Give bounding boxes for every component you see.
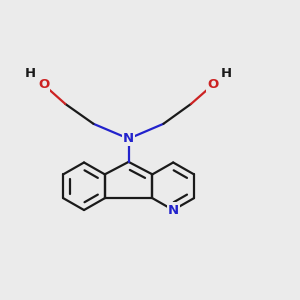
Text: O: O <box>207 78 219 91</box>
Text: N: N <box>168 203 179 217</box>
Text: N: N <box>123 132 134 145</box>
Text: H: H <box>25 67 36 80</box>
Text: H: H <box>221 67 232 80</box>
Text: O: O <box>38 78 49 91</box>
